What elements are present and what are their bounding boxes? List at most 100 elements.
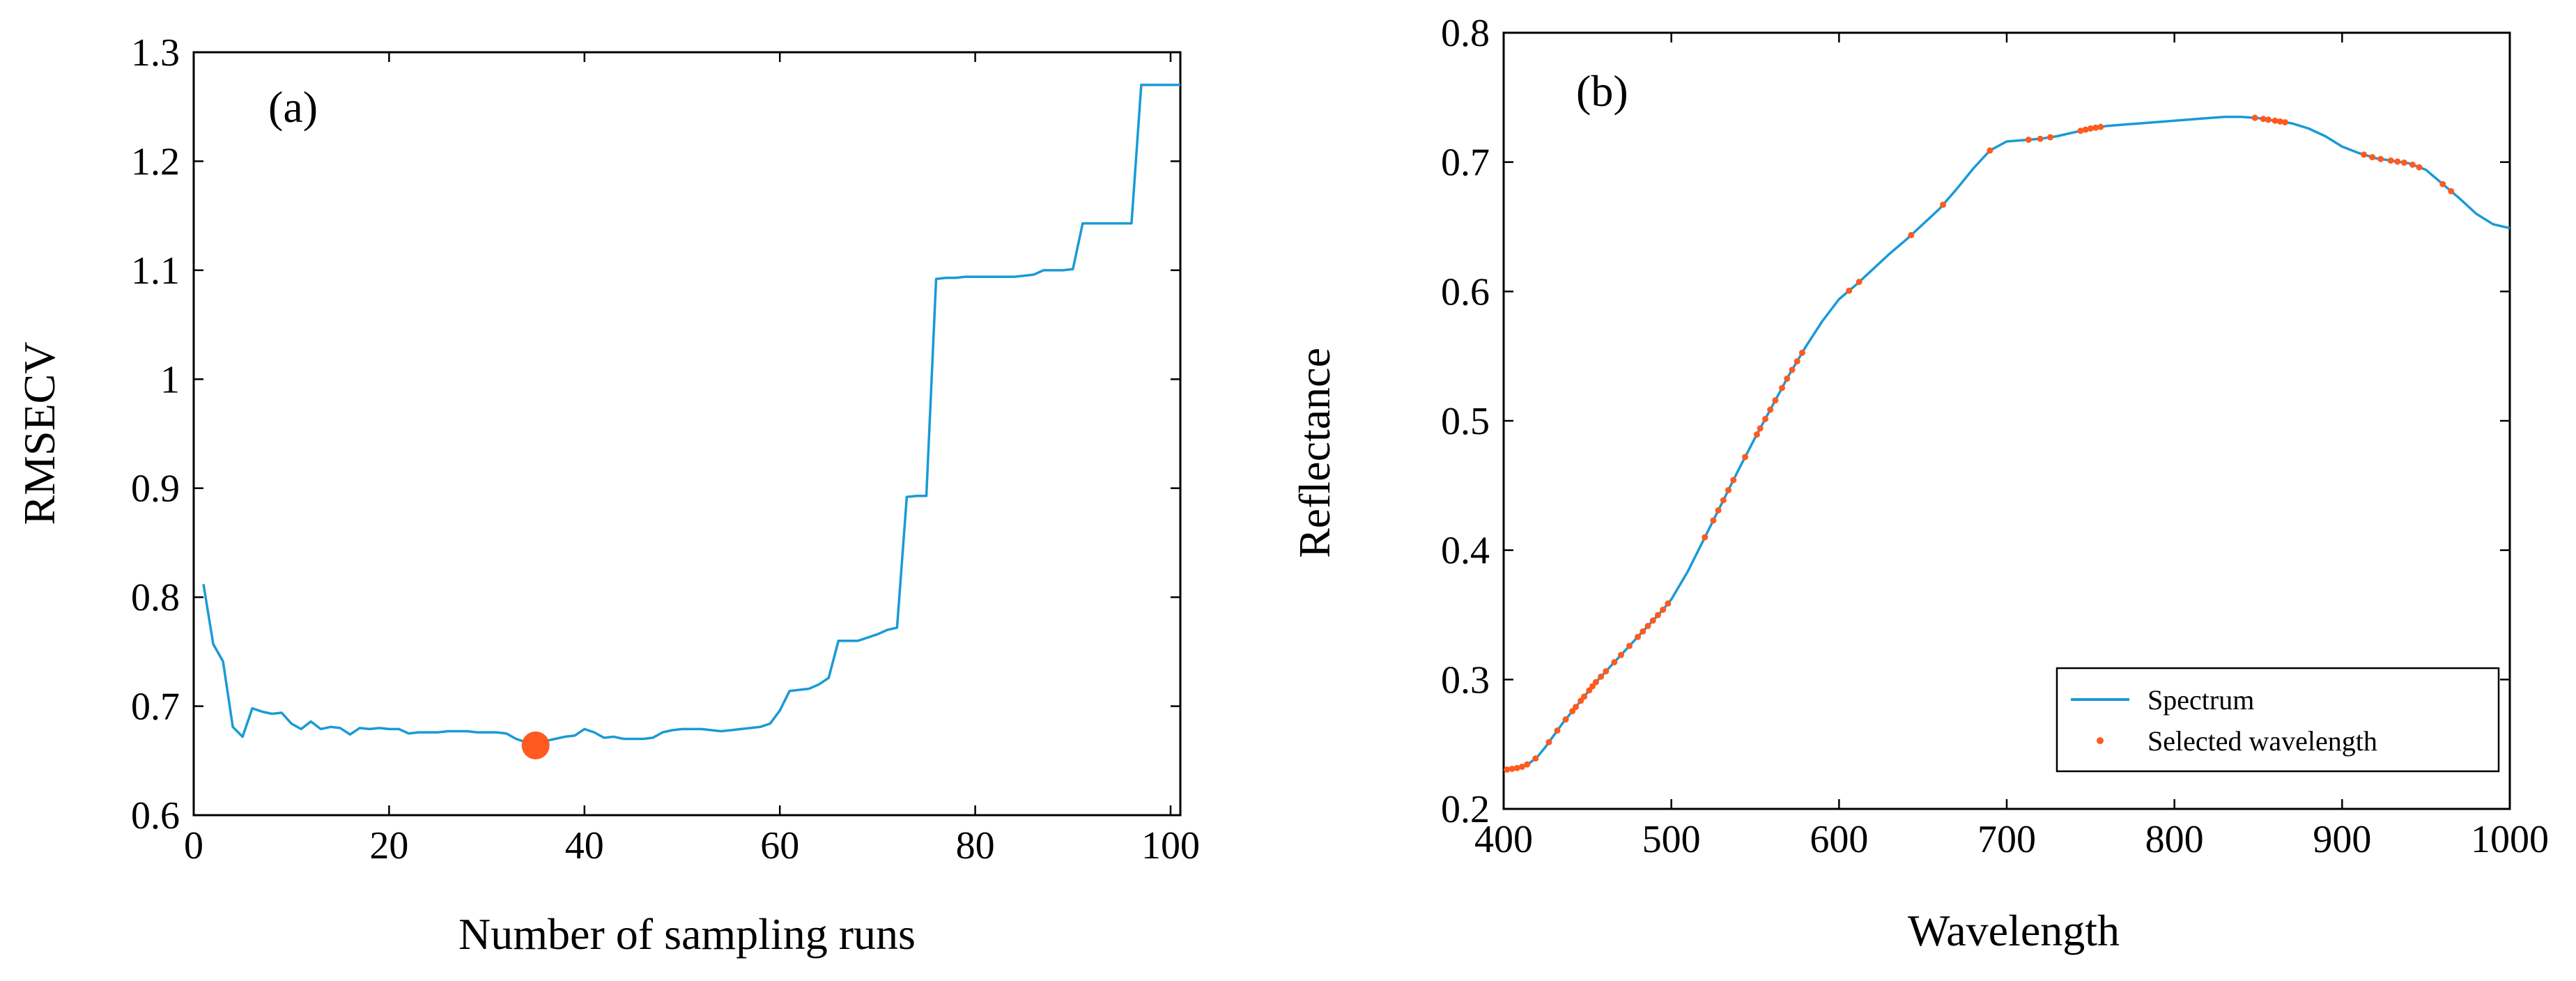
y-tick-label-a: 0.7 xyxy=(131,686,180,729)
selected-wavelength-point xyxy=(1856,279,1862,286)
y-axis-title-b: Reflectance xyxy=(1290,348,1339,558)
selected-wavelength-point xyxy=(1654,612,1661,619)
selected-wavelength-point xyxy=(1509,765,1515,772)
selected-wavelength-point xyxy=(1987,147,1993,154)
y-tick-label-b: 0.2 xyxy=(1441,788,1490,831)
y-tick-label-b: 0.3 xyxy=(1441,658,1490,702)
selected-wavelength-point xyxy=(2082,126,2089,133)
selected-wavelength-point xyxy=(2361,151,2368,158)
y-tick-label-b: 0.4 xyxy=(1441,530,1490,573)
x-tick-label-b: 800 xyxy=(2145,818,2204,861)
x-tick-label-b: 400 xyxy=(1474,818,1533,861)
x-tick-label-a: 100 xyxy=(1141,824,1200,867)
selected-wavelength-point xyxy=(2265,116,2272,123)
selected-wavelength-point xyxy=(2077,128,2084,134)
selected-wavelength-point xyxy=(2377,155,2384,162)
selected-wavelength-point xyxy=(1581,693,1588,700)
selected-wavelength-point xyxy=(1730,477,1737,484)
series-line-rmsecv xyxy=(202,84,1180,747)
selected-wavelength-point xyxy=(1592,679,1599,686)
x-axis-title-b: Wavelength xyxy=(1908,906,2120,955)
selected-wavelength-point xyxy=(2387,157,2394,164)
selected-wavelength-point xyxy=(2037,135,2044,142)
selected-wavelength-point xyxy=(1572,704,1579,711)
data-layer-a xyxy=(202,84,1180,759)
axis-ticks-b: 400 500 600 700 800 900 1000 0.2 0.3 0.4 0.5 0.6 0.7… xyxy=(1441,12,2549,861)
selected-wavelength-point xyxy=(1846,287,1853,294)
selected-wavelength-point xyxy=(1908,231,1915,238)
selected-wavelength-point xyxy=(1611,658,1618,665)
y-tick-label-b: 0.6 xyxy=(1441,270,1490,314)
selected-wavelength-point xyxy=(2416,164,2423,171)
selected-wavelength-point xyxy=(1626,642,1633,649)
y-axis-title-a: RMSECV xyxy=(15,341,64,525)
selected-wavelength-point xyxy=(1644,622,1651,629)
y-tick-label-b: 0.5 xyxy=(1441,400,1490,443)
selected-wavelength-point xyxy=(1725,487,1732,494)
selected-wavelength-point xyxy=(1665,600,1672,607)
chart-panel-b: 400 500 600 700 800 900 1000 0.2 0.3 0.4 0.5 0.6 0.7… xyxy=(1290,12,2549,955)
panel-label-a: (a) xyxy=(268,82,318,132)
legend-dot-swatch xyxy=(2097,737,2104,744)
x-tick-label-a: 80 xyxy=(956,824,995,867)
selected-wavelength-point xyxy=(1562,716,1569,723)
selected-wavelength-point xyxy=(2276,118,2283,125)
legend: Spectrum Selected wavelength xyxy=(2056,667,2500,773)
legend-label-selected: Selected wavelength xyxy=(2147,725,2377,757)
selected-wavelength-point xyxy=(1649,617,1656,624)
y-tick-label-a: 1.2 xyxy=(131,140,180,183)
x-tick-label-a: 60 xyxy=(760,824,799,867)
selected-wavelength-point xyxy=(1710,517,1717,524)
data-layer-b xyxy=(1503,114,2511,773)
selected-wavelength-point xyxy=(2448,187,2455,194)
y-tick-label-b: 0.7 xyxy=(1441,141,1490,185)
selected-wavelength-point xyxy=(1554,727,1561,734)
x-tick-label-a: 0 xyxy=(184,824,203,867)
selected-wavelength-point xyxy=(1513,764,1520,771)
selected-wavelength-point xyxy=(2394,158,2401,165)
selected-wavelength-point xyxy=(1784,375,1791,382)
y-tick-label-b: 0.8 xyxy=(1441,12,1490,55)
selected-wavelength-point xyxy=(1617,651,1624,658)
selected-wavelength-point xyxy=(2369,154,2376,161)
selected-wavelength-point xyxy=(2025,137,2032,144)
selected-wavelength-point xyxy=(1518,763,1525,770)
x-tick-label-b: 600 xyxy=(1810,818,1868,861)
selected-wavelength-point xyxy=(1545,739,1552,746)
selected-wavelength-point xyxy=(1761,415,1768,422)
selected-wavelength-point xyxy=(1789,366,1796,373)
selected-wavelength-point xyxy=(1940,201,1947,208)
selected-wavelength-point xyxy=(2282,118,2289,125)
y-tick-label-a: 0.8 xyxy=(131,576,180,619)
selected-wavelength-point xyxy=(2087,125,2094,132)
x-tick-label-b: 500 xyxy=(1642,818,1701,861)
selected-wavelength-point xyxy=(1524,761,1531,768)
selected-wavelength-point xyxy=(1640,628,1646,635)
selected-wavelength-point xyxy=(1532,755,1539,762)
legend-box xyxy=(2056,667,2500,773)
selected-wavelength-point xyxy=(1772,397,1779,404)
selected-wavelength-point xyxy=(2092,124,2099,131)
selected-wavelength-point xyxy=(1720,497,1727,504)
min-rmsecv-marker xyxy=(521,731,550,759)
y-tick-label-a: 0.9 xyxy=(131,468,180,511)
selected-wavelength-point xyxy=(1715,507,1722,513)
legend-label-spectrum: Spectrum xyxy=(2147,684,2254,716)
selected-wavelength-point xyxy=(1757,425,1764,432)
x-tick-label-b: 900 xyxy=(2313,818,2371,861)
axis-ticks-a: 0 20 40 60 80 100 0.6 0.7 0.8 0.9 1 1.1 1.2 1.3 xyxy=(131,31,1200,867)
selected-wavelength-point xyxy=(1598,673,1605,680)
x-tick-label-a: 40 xyxy=(565,824,604,867)
selected-wavelength-point xyxy=(1603,667,1610,674)
selected-wavelength-point xyxy=(1794,358,1800,365)
chart-panel-a: 0 20 40 60 80 100 0.6 0.7 0.8 0.9 1 1.1 1.2 1.3 (a) N… xyxy=(15,31,1200,959)
selected-wavelength-point xyxy=(1798,349,1805,356)
selected-wavelength-point xyxy=(1660,606,1667,613)
selected-wavelength-point xyxy=(1767,406,1774,413)
x-tick-label-b: 700 xyxy=(1977,818,2036,861)
selected-wavelength-point xyxy=(2251,114,2258,121)
panel-label-b: (b) xyxy=(1576,66,1628,116)
y-tick-label-a: 0.6 xyxy=(131,794,180,837)
selected-wavelength-point xyxy=(2272,117,2278,124)
